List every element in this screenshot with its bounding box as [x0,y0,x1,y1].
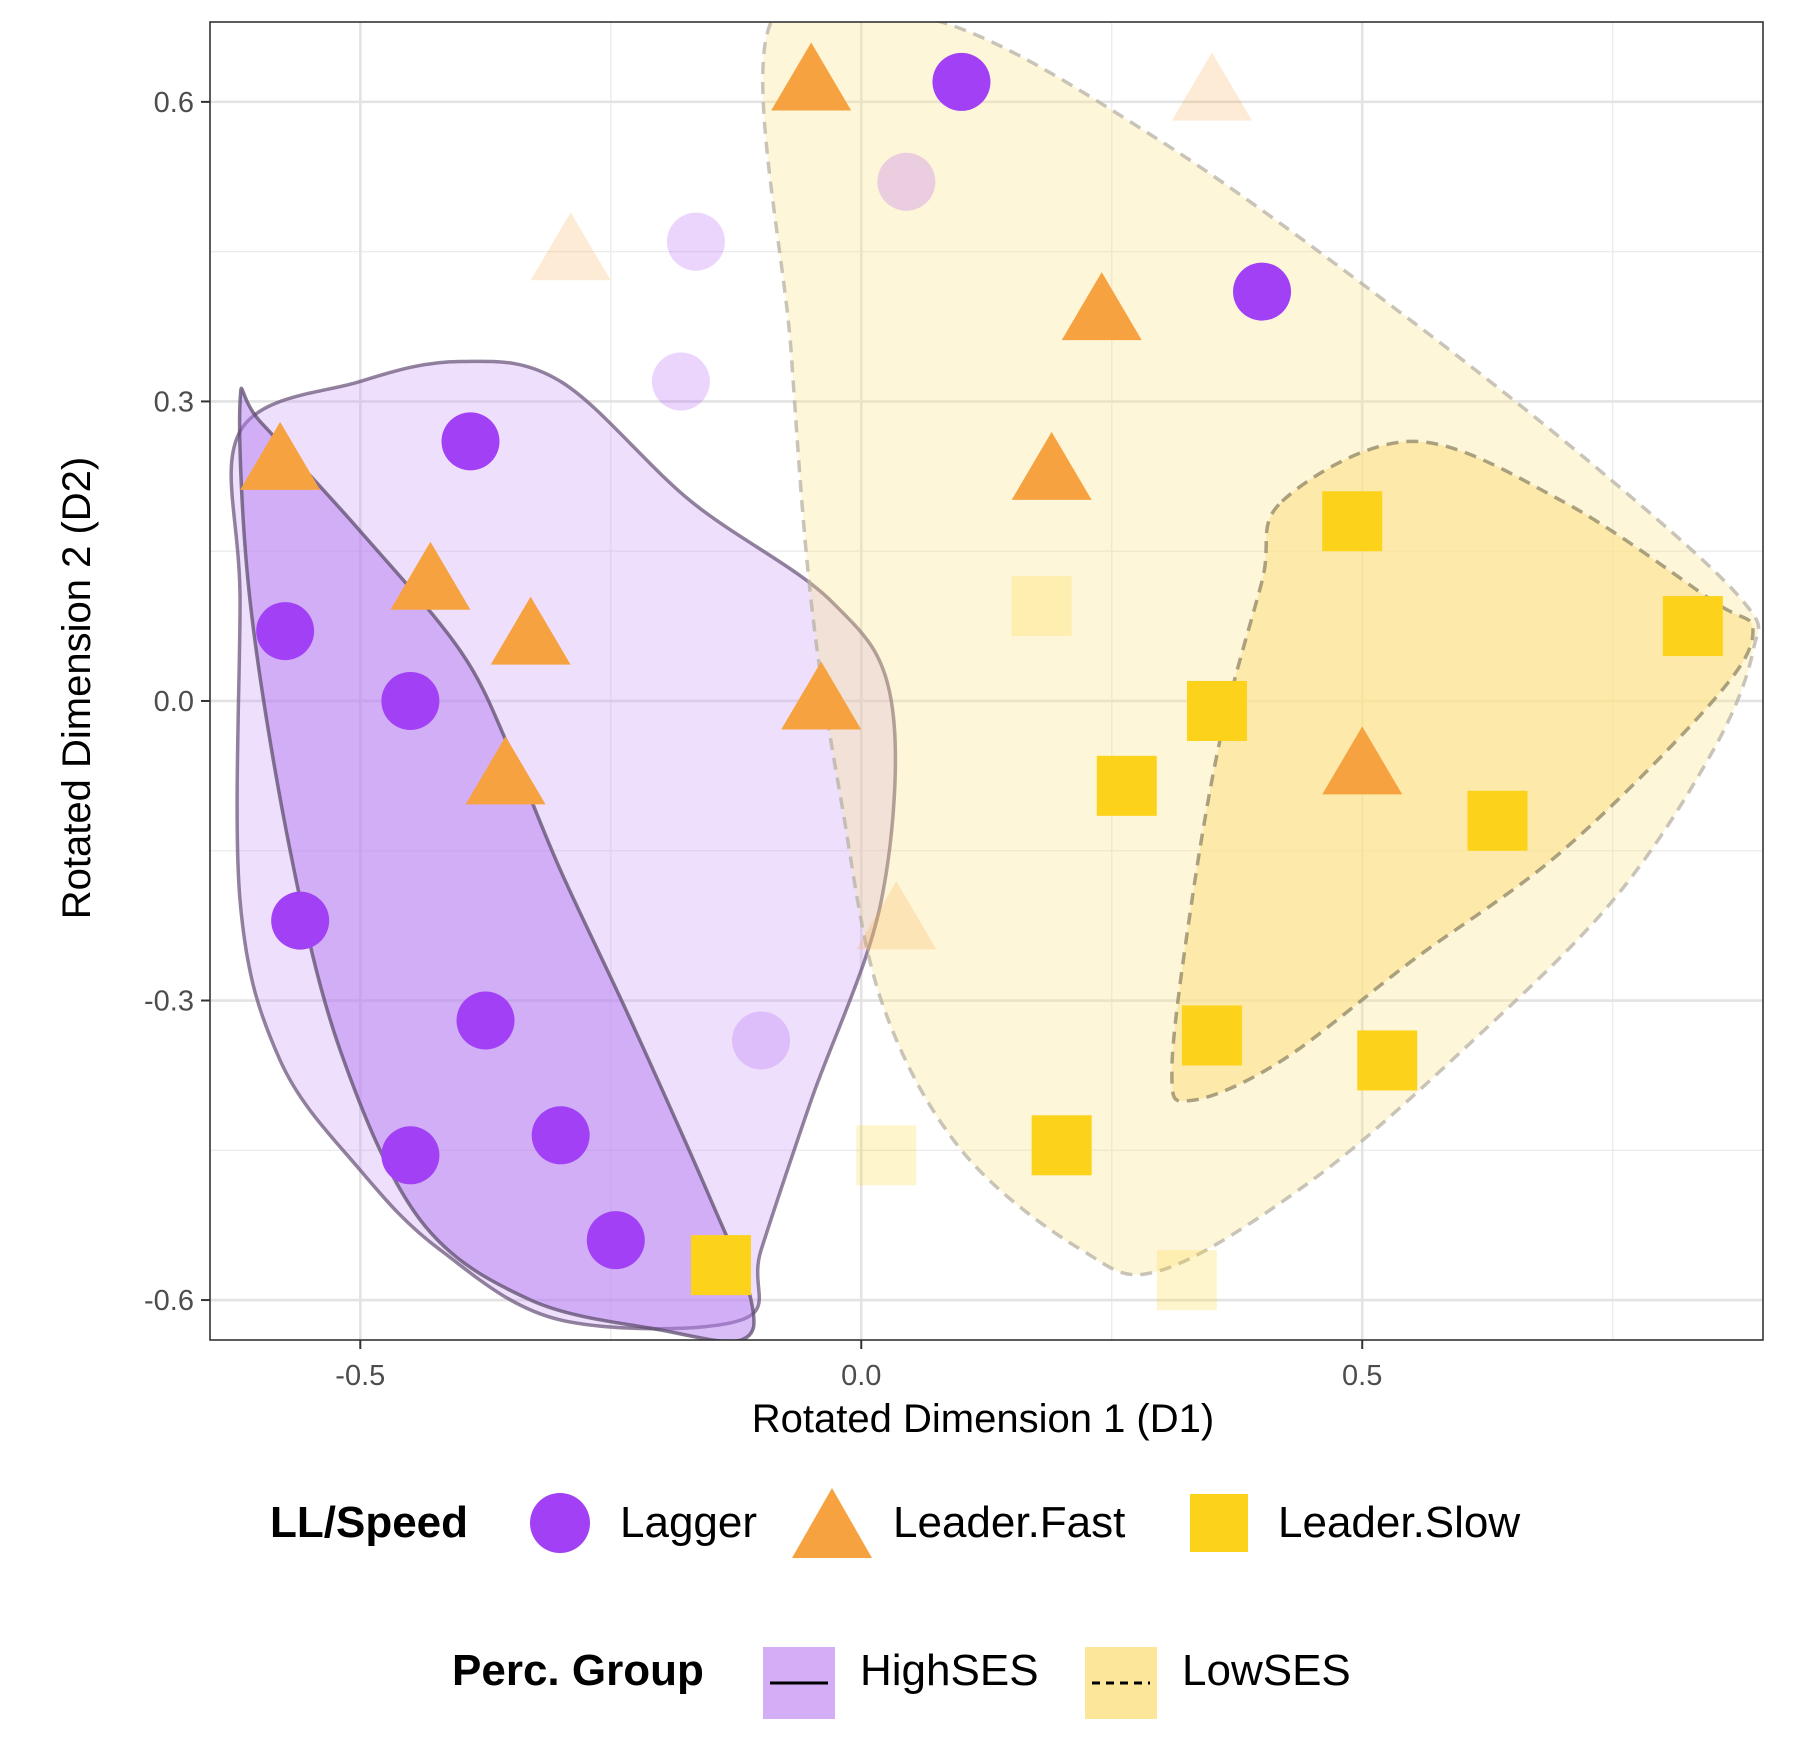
lagger-point [531,1106,590,1165]
leader-slow-point [1096,755,1157,816]
x-tick-label: -0.5 [335,1360,385,1392]
leader-fast-point [1171,52,1252,121]
legend-leader-slow-key [1190,1494,1248,1552]
leader-fast-point [1061,272,1142,341]
leader-slow-point [690,1235,751,1296]
lagger-point [456,991,515,1050]
legend-lagger-key [530,1493,590,1553]
lagger-point [381,671,440,730]
y-tick-label: -0.6 [144,1285,194,1317]
legend-leader-fast-label: Leader.Fast [893,1498,1125,1547]
leader-slow-point [1031,1115,1092,1176]
legend-leader-slow-label: Leader.Slow [1278,1498,1520,1547]
leader-fast-point [530,212,611,281]
leader-fast-point [465,736,546,805]
x-tick-label: 0.5 [1342,1360,1382,1392]
lagger-point [877,152,936,211]
legend-lagger-label: Lagger [620,1498,757,1547]
legend-group-section: Perc. Group HighSES LowSES [452,1646,1351,1719]
lagger-point [586,1211,645,1270]
y-axis-title: Rotated Dimension 2 (D2) [55,457,99,919]
lagger-point [381,1126,440,1185]
lagger-point [271,891,330,950]
leader-fast-point [390,541,471,610]
legend: LL/Speed Lagger Leader.Fast Leader.Slow … [270,1488,1520,1719]
x-tick-label: 0.0 [841,1360,881,1392]
leader-slow-point [856,1125,917,1186]
leader-slow-point [1186,680,1247,741]
ticks: -0.5 0.0 0.5 0.6 0.3 0.0 -0.3 -0.6 [144,87,1382,1392]
lagger-point [1233,262,1292,321]
y-tick-label: 0.3 [154,386,194,418]
legend-group-title: Perc. Group [452,1646,704,1695]
leader-fast-point [771,42,852,111]
legend-highses-label: HighSES [860,1646,1039,1695]
legend-shape-section: LL/Speed Lagger Leader.Fast Leader.Slow [270,1488,1520,1558]
leader-fast-point [490,596,571,665]
leader-fast-point [781,661,862,730]
lagger-point [651,352,710,411]
leader-slow-point [1322,491,1383,552]
leader-slow-point [1181,1005,1242,1066]
lagger-point [666,212,725,271]
legend-shape-title: LL/Speed [270,1498,468,1547]
legend-lowses-label: LowSES [1182,1646,1351,1695]
point-layer [240,42,1723,1311]
x-axis-title: Rotated Dimension 1 (D1) [752,1397,1214,1441]
panel-border [209,21,1764,1341]
leader-fast-point [240,421,321,490]
leader-slow-point [1156,1250,1217,1311]
leader-fast-point [856,881,937,950]
leader-slow-point [1662,596,1723,657]
leader-slow-point [1011,576,1072,637]
lagger-point [256,602,315,661]
y-tick-label: -0.3 [144,986,194,1018]
hull-lowses-inner [1170,439,1755,1103]
hull-layer [229,22,1761,1340]
legend-leader-fast-key [792,1488,872,1558]
hull-highses-inner [237,386,756,1340]
lagger-point [441,412,500,471]
lagger-point [732,1011,791,1070]
leader-slow-point [1467,790,1528,851]
lagger-point [932,52,991,111]
y-tick-label: 0.6 [154,87,194,119]
leader-fast-point [1322,726,1403,795]
leader-slow-point [1357,1030,1418,1091]
y-tick-label: 0.0 [154,686,194,718]
leader-fast-point [1011,431,1092,500]
